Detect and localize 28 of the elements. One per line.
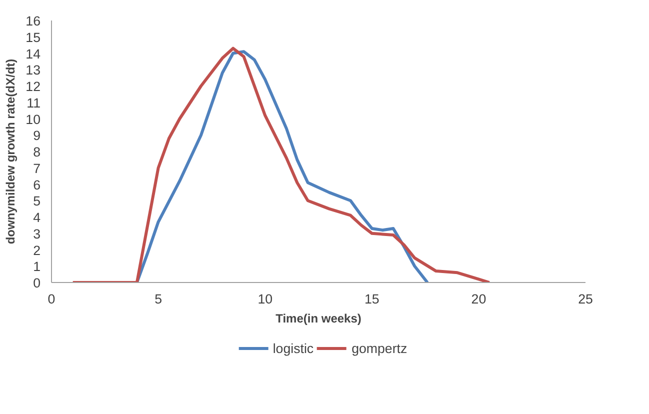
x-tick-label: 10	[258, 292, 273, 306]
y-tick-label: 9	[33, 128, 41, 144]
y-tick-label: 8	[33, 144, 41, 160]
x-tick-label: 20	[471, 292, 486, 306]
x-tick-label: 15	[364, 292, 380, 306]
x-tick-label: 5	[154, 292, 162, 306]
y-tick-label: 7	[33, 160, 41, 176]
y-tick-label: 4	[33, 210, 42, 225]
y-tick-label: 3	[33, 226, 41, 242]
legend-label: logistic	[272, 340, 314, 356]
y-tick-label: 12	[26, 79, 41, 94]
x-axis-title: Time(in weeks)	[276, 312, 362, 326]
y-tick-label: 10	[26, 112, 41, 127]
y-tick-label: 1	[33, 259, 41, 274]
y-tick-label: 11	[26, 95, 41, 110]
y-tick-label: 14	[26, 46, 42, 62]
y-tick-label: 15	[26, 30, 41, 45]
y-axis-title: downymildew growth rate(dX/dt)	[4, 58, 18, 244]
y-tick-label: 16	[26, 14, 41, 28]
x-tick-label: 25	[578, 292, 593, 306]
x-tick-label: 0	[48, 292, 56, 306]
y-tick-label: 13	[26, 62, 41, 78]
y-tick-label: 0	[33, 276, 41, 290]
legend-label: gompertz	[352, 340, 408, 356]
y-tick-label: 2	[33, 242, 41, 258]
y-tick-label: 6	[33, 177, 41, 192]
y-tick-label: 5	[33, 194, 41, 209]
line-series	[71, 46, 491, 282]
